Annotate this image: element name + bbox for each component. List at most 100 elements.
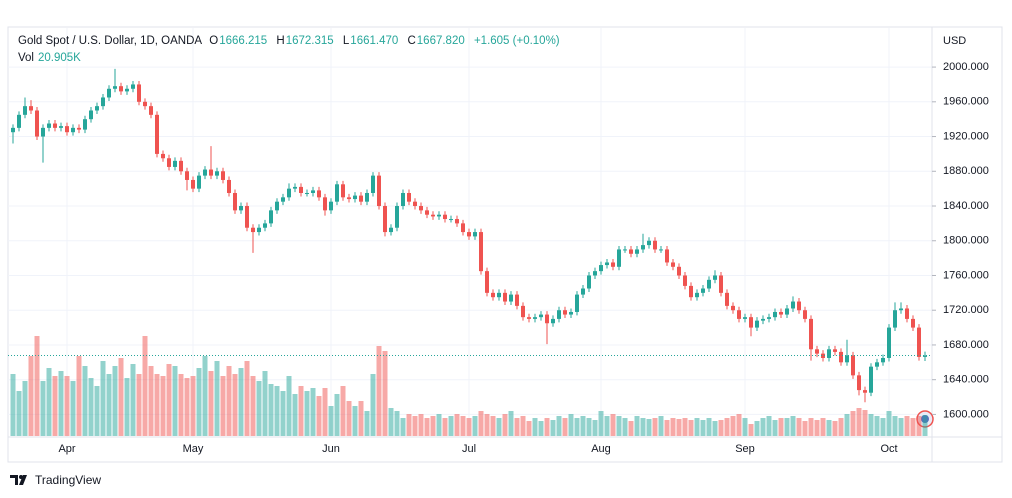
x-tick-label: Jul xyxy=(462,443,476,455)
volume-bar xyxy=(682,418,688,436)
y-tick-label: 1960.000 xyxy=(943,96,989,108)
candle-body xyxy=(509,294,513,302)
candle-body xyxy=(347,197,351,200)
candle-body xyxy=(857,375,861,391)
ohlc-key: C xyxy=(407,35,416,47)
candle-body xyxy=(251,227,255,233)
volume-bar xyxy=(424,418,430,436)
candle-body xyxy=(521,305,525,318)
volume-bar xyxy=(16,391,22,436)
volume-bar xyxy=(400,418,406,436)
candle-body xyxy=(863,390,867,393)
x-tick-label: Oct xyxy=(880,443,897,455)
volume-bar xyxy=(832,421,838,436)
candle-body xyxy=(683,275,687,286)
candle-body xyxy=(803,310,807,319)
candle-body xyxy=(503,292,507,302)
candle-body xyxy=(269,210,273,224)
candle-body xyxy=(29,106,33,111)
volume-bar xyxy=(826,420,832,436)
volume-bar xyxy=(118,358,124,436)
y-tick-label: 1640.000 xyxy=(943,374,989,386)
volume-bar xyxy=(238,368,244,436)
candle-body xyxy=(515,294,519,306)
candle-body xyxy=(743,317,747,319)
volume-bar xyxy=(514,418,520,436)
candle-body xyxy=(209,169,213,176)
candle-body xyxy=(809,318,813,350)
candle-body xyxy=(443,214,447,220)
candle-body xyxy=(395,206,399,228)
candle-body xyxy=(605,262,609,266)
candle-body xyxy=(557,310,561,319)
volume-bar xyxy=(160,376,166,436)
y-tick-label: 1680.000 xyxy=(943,339,989,351)
volume-bar xyxy=(58,371,64,436)
candle-body xyxy=(731,305,735,311)
volume-bar xyxy=(568,414,574,436)
y-tick-label: 1760.000 xyxy=(943,269,989,281)
volume-bar xyxy=(76,356,82,436)
volume-bar xyxy=(490,416,496,436)
volume-bar xyxy=(838,418,844,436)
volume-bar xyxy=(646,419,652,436)
candle-body xyxy=(533,317,537,319)
candle-body xyxy=(797,301,801,311)
legend-row: Gold Spot / U.S. Dollar, 1D, OANDA O1666… xyxy=(18,35,566,47)
candle-body xyxy=(827,349,831,358)
volume-bar xyxy=(394,411,400,436)
volume-bar xyxy=(748,424,754,436)
volume-bar xyxy=(712,421,718,436)
volume-bar xyxy=(910,418,916,436)
volume-bar xyxy=(862,410,868,436)
volume-bar xyxy=(820,418,826,436)
volume-bar xyxy=(46,368,52,436)
volume-bar xyxy=(94,386,100,436)
volume-bar xyxy=(382,351,388,436)
volume-bar xyxy=(172,366,178,436)
volume-bar xyxy=(124,378,130,436)
volume-bar xyxy=(256,381,262,436)
candle-body xyxy=(317,190,321,198)
volume-bar xyxy=(526,421,532,436)
candle-body xyxy=(839,351,843,363)
volume-bar xyxy=(592,420,598,436)
candle-body xyxy=(287,188,291,198)
candle-body xyxy=(413,201,417,207)
volume-bar xyxy=(730,416,736,436)
candle-body xyxy=(383,206,387,233)
candle-body xyxy=(155,114,159,154)
volume-bar xyxy=(220,376,226,436)
candle-body xyxy=(95,106,99,111)
symbol-title: Gold Spot / U.S. Dollar, 1D, OANDA xyxy=(18,35,203,47)
candle-body xyxy=(419,206,423,211)
candle-body xyxy=(713,275,717,280)
brand: TradingView xyxy=(10,473,101,487)
candle-body xyxy=(311,190,315,193)
volume-bar xyxy=(550,420,556,436)
volume-bar xyxy=(688,420,694,436)
candle-body xyxy=(215,171,219,176)
candle-body xyxy=(767,317,771,319)
currency-label: USD xyxy=(943,35,966,47)
change-value: +1.605 (+0.10%) xyxy=(473,35,560,47)
volume-bar xyxy=(352,406,358,436)
candle-body xyxy=(779,311,783,315)
candle-body xyxy=(527,317,531,319)
volume-bar xyxy=(358,401,364,436)
volume-bar xyxy=(82,366,88,436)
candle-body xyxy=(365,192,369,202)
volume-bar xyxy=(916,416,922,436)
volume-bar xyxy=(628,421,634,436)
candle-body xyxy=(281,197,285,202)
volume-bar xyxy=(268,384,274,436)
candle-body xyxy=(899,308,903,311)
candle-body xyxy=(425,210,429,215)
volume-bar xyxy=(604,416,610,436)
volume-bar xyxy=(538,421,544,436)
volume-bar xyxy=(196,368,202,436)
volume-bar xyxy=(466,418,472,436)
volume-bar xyxy=(346,401,352,436)
volume-bar xyxy=(214,361,220,436)
